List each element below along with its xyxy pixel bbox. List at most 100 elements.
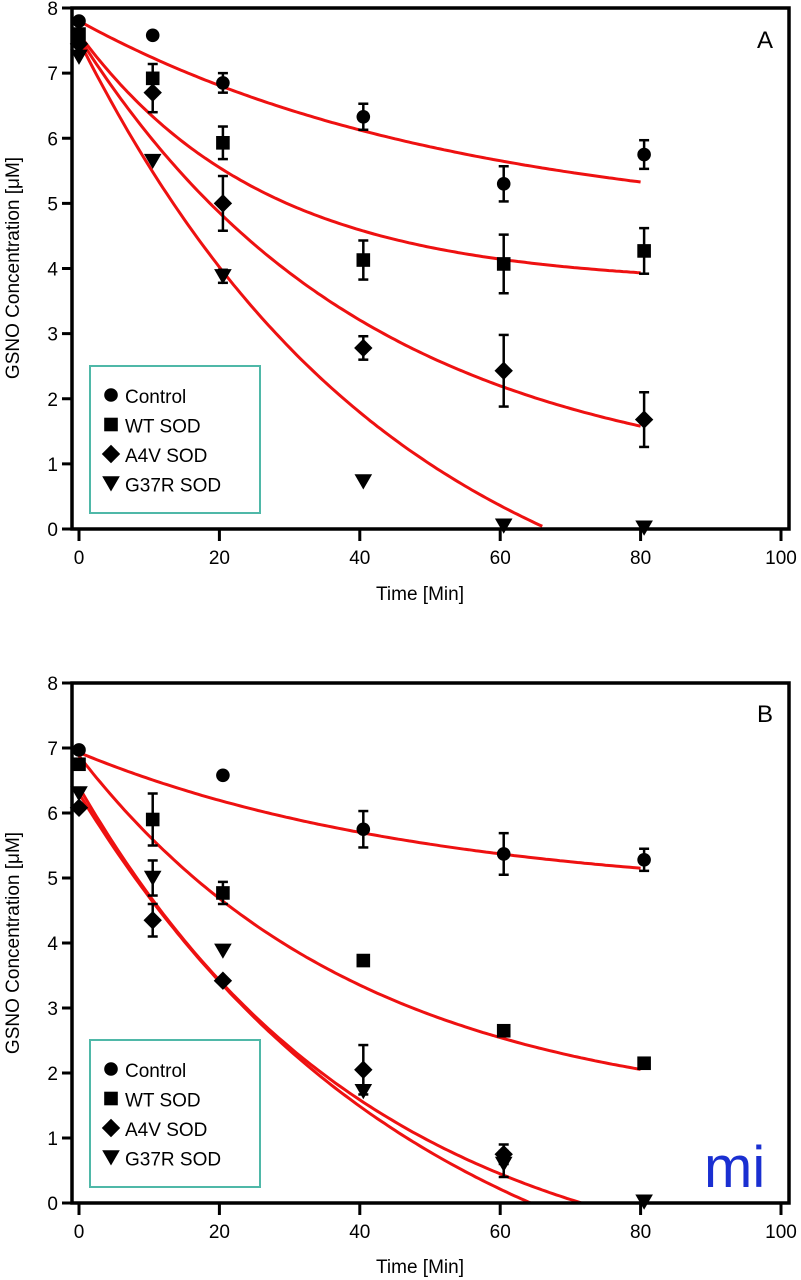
data-point <box>634 410 654 429</box>
panel-label: B <box>757 701 773 728</box>
data-point <box>356 109 371 124</box>
series-wt-sod <box>72 757 651 1071</box>
data-point <box>356 953 371 968</box>
data-point <box>72 14 86 28</box>
legend: Control WT SOD A4V SOD G37R SOD <box>89 1039 261 1188</box>
y-tick-label: 5 <box>47 869 58 890</box>
data-point <box>72 757 86 772</box>
data-point <box>145 28 160 43</box>
legend-marker <box>102 476 120 492</box>
data-point <box>216 136 230 150</box>
x-tick-label: 100 <box>765 1222 797 1243</box>
legend-box <box>89 365 261 514</box>
legend-marker <box>104 1062 118 1076</box>
data-point <box>354 1084 373 1100</box>
legend-box <box>89 1039 261 1188</box>
fit-curve-a4v-sod <box>77 36 641 428</box>
y-tick-label: 6 <box>47 129 58 150</box>
y-tick-label: 0 <box>47 520 58 541</box>
legend-label: Control <box>125 1061 186 1082</box>
data-point <box>356 822 371 837</box>
data-point <box>69 34 89 54</box>
fit-curves <box>77 751 641 1203</box>
data-point <box>637 853 651 867</box>
data-point <box>216 76 230 90</box>
data-point <box>637 1056 651 1071</box>
y-tick-label: 2 <box>47 390 58 411</box>
data-point <box>216 768 230 783</box>
x-tick-label: 80 <box>630 1222 651 1243</box>
fit-curve-g37r-sod <box>77 786 587 1203</box>
legend-marker <box>104 1091 118 1106</box>
data-point <box>637 147 651 162</box>
legend-label: Control <box>125 387 186 408</box>
y-tick-label: 3 <box>47 325 58 346</box>
series-wt-sod <box>72 27 651 295</box>
x-tick-label: 60 <box>490 1222 511 1243</box>
data-point <box>214 269 232 285</box>
data-point <box>72 27 86 41</box>
y-tick-label: 1 <box>47 455 58 476</box>
y-tick-label: 5 <box>47 194 58 215</box>
x-tick-label: 40 <box>349 1222 370 1243</box>
x-tick-label: 60 <box>490 548 511 569</box>
x-tick-label: 0 <box>74 548 85 569</box>
fit-curve-wt-sod <box>77 33 641 275</box>
x-tick-label: 20 <box>209 548 230 569</box>
legend-label: WT SOD <box>125 1091 201 1112</box>
legend: Control WT SOD A4V SOD G37R SOD <box>89 365 261 514</box>
y-axis-title: GSNO Concentration [μM] <box>3 832 24 1054</box>
y-tick-label: 1 <box>47 1129 58 1150</box>
y-tick-label: 6 <box>47 804 58 825</box>
data-point <box>494 361 513 380</box>
legend-marker <box>102 1150 120 1166</box>
y-tick-label: 2 <box>47 1064 58 1085</box>
legend-marker <box>101 444 121 464</box>
x-tick-label: 40 <box>349 548 370 569</box>
y-tick-label: 7 <box>47 64 58 85</box>
data-point <box>496 257 511 271</box>
panel-label: A <box>757 27 773 54</box>
data-point <box>354 474 373 490</box>
y-tick-label: 0 <box>47 1194 58 1215</box>
legend-label: A4V SOD <box>125 446 207 467</box>
data-point <box>494 1156 513 1172</box>
data-point <box>354 1060 373 1079</box>
fit-curve-g37r-sod <box>77 39 543 528</box>
data-point <box>69 798 89 817</box>
data-point <box>70 786 88 802</box>
x-tick-label: 80 <box>630 548 651 569</box>
data-point <box>216 886 230 900</box>
y-axis-title: GSNO Concentration [μM] <box>3 157 24 379</box>
data-point <box>70 49 88 65</box>
data-point <box>143 153 162 170</box>
data-point <box>494 518 513 534</box>
data-point <box>637 244 651 258</box>
data-point <box>145 812 160 827</box>
data-point <box>143 911 162 930</box>
y-tick-label: 4 <box>47 934 58 955</box>
y-tick-label: 3 <box>47 999 58 1020</box>
data-point <box>213 971 233 990</box>
legend-label: WT SOD <box>125 417 201 438</box>
data-point <box>143 83 162 102</box>
fit-curve-wt-sod <box>77 754 641 1071</box>
legend-marker <box>104 417 118 432</box>
legend-marker <box>101 1118 121 1138</box>
x-axis-title: Time [Min] <box>376 1257 464 1278</box>
series-control <box>72 743 651 876</box>
data-point <box>496 1023 511 1038</box>
x-axis-title: Time [Min] <box>376 584 464 605</box>
y-tick-label: 8 <box>47 0 58 20</box>
series-control <box>72 14 651 203</box>
x-tick-label: 0 <box>74 1222 85 1243</box>
data-point <box>496 177 511 191</box>
series-g37r-sod <box>70 49 653 536</box>
y-tick-label: 4 <box>47 260 58 281</box>
data-point <box>213 194 233 213</box>
logo-text: mi <box>704 1135 765 1200</box>
legend-label: G37R SOD <box>125 1150 221 1171</box>
y-tick-label: 8 <box>47 674 58 695</box>
